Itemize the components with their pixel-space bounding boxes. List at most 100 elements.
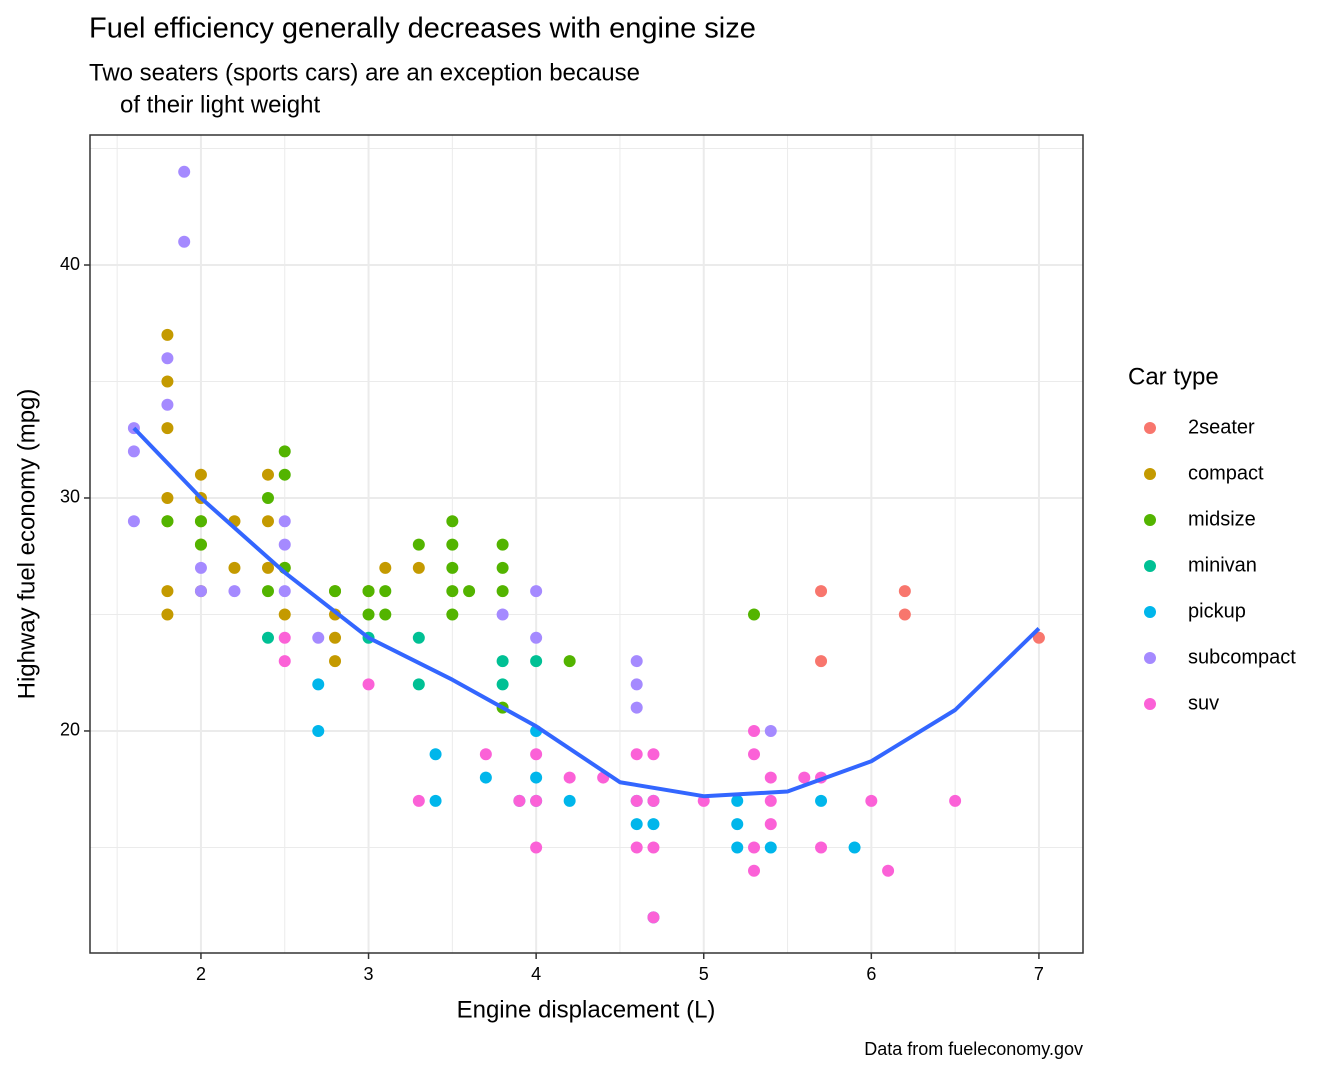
point xyxy=(228,561,241,574)
point xyxy=(161,398,174,411)
chart-subtitle: Two seaters (sports cars) are an excepti… xyxy=(89,59,640,86)
point xyxy=(1032,631,1045,644)
point xyxy=(731,841,744,854)
legend-swatch xyxy=(1144,560,1156,572)
point xyxy=(563,655,576,668)
point xyxy=(412,561,425,574)
point xyxy=(630,748,643,761)
legend-swatch xyxy=(1144,468,1156,480)
point xyxy=(161,585,174,598)
point xyxy=(530,748,543,761)
point xyxy=(362,678,375,691)
x-tick-label: 5 xyxy=(699,964,709,984)
point xyxy=(178,165,191,178)
point xyxy=(178,235,191,248)
point xyxy=(479,748,492,761)
point xyxy=(161,352,174,365)
point xyxy=(329,655,342,668)
x-tick-label: 2 xyxy=(196,964,206,984)
x-tick-label: 6 xyxy=(866,964,876,984)
legend-label: 2seater xyxy=(1188,416,1255,438)
point xyxy=(647,794,660,807)
point xyxy=(329,631,342,644)
x-tick-label: 4 xyxy=(531,964,541,984)
point xyxy=(764,771,777,784)
legend-label: compact xyxy=(1188,462,1264,484)
point xyxy=(429,794,442,807)
point xyxy=(630,701,643,714)
point xyxy=(865,794,878,807)
point xyxy=(261,491,274,504)
point xyxy=(127,445,140,458)
point xyxy=(161,515,174,528)
point xyxy=(412,678,425,691)
x-tick-label: 3 xyxy=(364,964,374,984)
smooth-line xyxy=(132,426,1041,799)
point xyxy=(161,328,174,341)
point xyxy=(748,608,761,621)
panel-border xyxy=(89,134,1084,954)
point xyxy=(194,538,207,551)
point xyxy=(161,375,174,388)
point xyxy=(446,515,459,528)
point xyxy=(647,911,660,924)
point xyxy=(412,794,425,807)
point xyxy=(446,585,459,598)
point xyxy=(815,794,828,807)
point xyxy=(278,631,291,644)
point xyxy=(446,538,459,551)
point xyxy=(496,608,509,621)
y-tick-label: 30 xyxy=(60,487,80,507)
point xyxy=(815,585,828,598)
point xyxy=(630,655,643,668)
point xyxy=(379,561,392,574)
point xyxy=(882,864,895,877)
legend-label: pickup xyxy=(1188,600,1246,622)
y-tick-label: 20 xyxy=(60,720,80,740)
point xyxy=(161,422,174,435)
point xyxy=(530,794,543,807)
point xyxy=(429,748,442,761)
point xyxy=(530,771,543,784)
point xyxy=(278,515,291,528)
point xyxy=(563,771,576,784)
point xyxy=(530,655,543,668)
y-tick-label: 40 xyxy=(60,254,80,274)
x-tick-label: 7 xyxy=(1034,964,1044,984)
point xyxy=(496,538,509,551)
point xyxy=(312,724,325,737)
point xyxy=(647,748,660,761)
point xyxy=(278,608,291,621)
point xyxy=(127,515,140,528)
chart-title: Fuel efficiency generally decreases with… xyxy=(89,13,756,45)
point xyxy=(563,794,576,807)
legend-label: midsize xyxy=(1188,508,1256,530)
point xyxy=(228,585,241,598)
point xyxy=(848,841,861,854)
point xyxy=(161,608,174,621)
point xyxy=(530,841,543,854)
point xyxy=(261,515,274,528)
point xyxy=(748,864,761,877)
point xyxy=(530,585,543,598)
point xyxy=(815,655,828,668)
point xyxy=(647,841,660,854)
point xyxy=(764,724,777,737)
point xyxy=(379,585,392,598)
point xyxy=(731,818,744,831)
legend-swatch xyxy=(1144,652,1156,664)
point xyxy=(647,818,660,831)
point xyxy=(446,561,459,574)
point xyxy=(748,724,761,737)
point xyxy=(731,794,744,807)
point xyxy=(278,585,291,598)
point xyxy=(412,538,425,551)
point xyxy=(496,655,509,668)
point xyxy=(513,794,526,807)
point xyxy=(278,445,291,458)
x-axis-label: Engine displacement (L) xyxy=(457,996,716,1023)
legend-label: suv xyxy=(1188,692,1219,714)
chart-subtitle: of their light weight xyxy=(120,91,320,118)
point xyxy=(496,561,509,574)
